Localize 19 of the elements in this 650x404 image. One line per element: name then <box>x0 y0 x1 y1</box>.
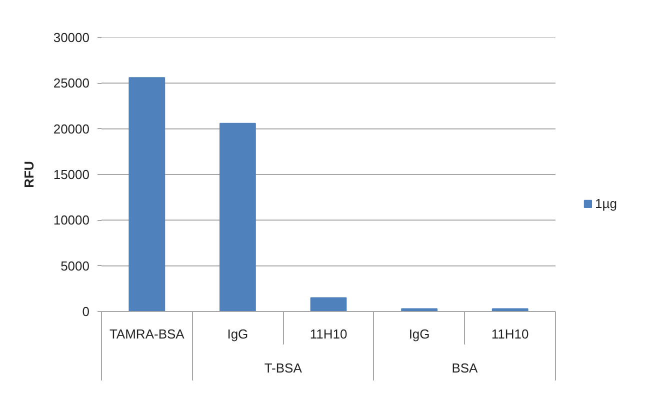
bar <box>219 122 256 312</box>
legend-label: 1µg <box>595 196 617 211</box>
y-tick-label: 0 <box>82 304 90 319</box>
y-axis-title: RFU <box>21 161 36 188</box>
y-tick-label: 5000 <box>60 258 90 274</box>
y-tick-label: 10000 <box>53 212 90 228</box>
bar <box>128 77 166 312</box>
y-tick-label: 30000 <box>53 30 90 45</box>
y-tick-label: 25000 <box>53 76 90 91</box>
y-tick-label: 15000 <box>53 167 90 182</box>
x-tick-label: IgG <box>227 326 248 342</box>
x-tick-label: TAMRA-BSA <box>109 326 185 342</box>
bar <box>310 297 347 312</box>
x-tick-label: 11H10 <box>491 326 529 342</box>
text: BSA <box>452 360 478 376</box>
x-tick-label: IgG <box>408 326 430 342</box>
x-tick-label: 11H10 <box>310 326 348 342</box>
text: T-BSA <box>264 360 302 376</box>
y-tick-label: 20000 <box>53 121 90 136</box>
